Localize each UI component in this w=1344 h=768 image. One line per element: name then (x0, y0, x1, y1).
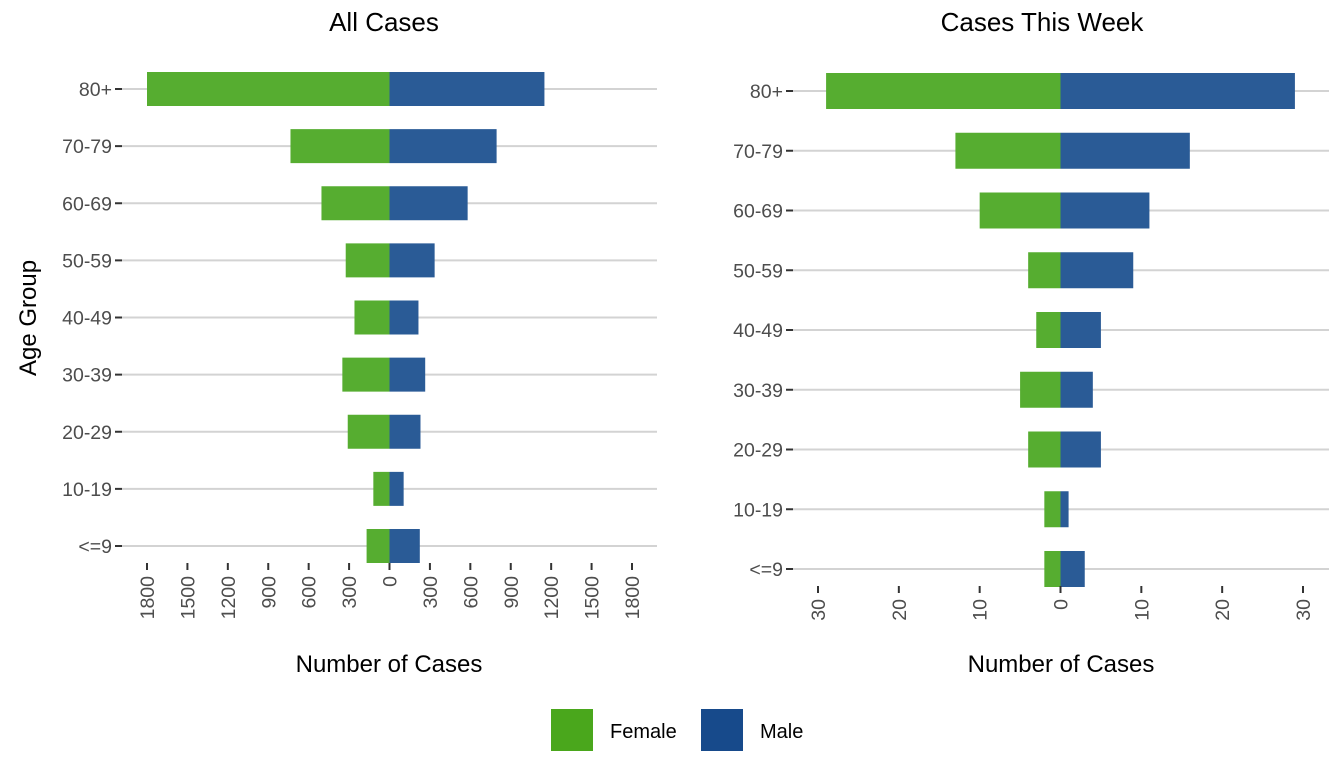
cases-this-week-y-axis: <=9 10-19 20-29 30-39 40-49 50-59 60-69 70-79 80… (733, 81, 793, 581)
y-tick-label: 70-79 (733, 141, 783, 163)
bar-male (389, 72, 545, 106)
x-tick-label: 30 (808, 599, 830, 621)
bar-male (1060, 551, 1085, 587)
y-tick-label: 40-49 (62, 308, 112, 330)
x-tick-label: 20 (889, 599, 911, 621)
legend-label-female: Female (610, 721, 677, 743)
bar-male (1060, 132, 1190, 169)
cases-this-week-panel: Cases This Week <=9 10-19 20-29 30-39 40-49 5… (733, 7, 1329, 678)
bar-female (354, 300, 390, 335)
x-tick-label: 900 (501, 576, 523, 609)
legend: Female Male (551, 709, 803, 751)
bar-male (1060, 252, 1134, 289)
bar-female (1044, 491, 1061, 528)
bar-female (1020, 371, 1061, 408)
x-tick-label: 300 (420, 576, 442, 609)
all-cases-title: All Cases (329, 7, 439, 37)
y-tick-label: 30-39 (62, 365, 112, 387)
x-tick-label: 30 (1293, 599, 1315, 621)
bar-male (1060, 312, 1101, 348)
x-tick-label: 1500 (582, 576, 604, 620)
bar-male (389, 243, 435, 278)
y-tick-label: <=9 (749, 559, 783, 581)
bar-male (1060, 192, 1150, 229)
cases-this-week-x-axis-title: Number of Cases (968, 651, 1155, 678)
x-tick-label: 900 (258, 576, 280, 609)
bar-female (1044, 551, 1061, 587)
bar-male (389, 414, 421, 449)
bar-male (389, 129, 497, 164)
x-tick-label: 1200 (541, 576, 563, 620)
bar-female (345, 243, 390, 278)
bar-female (147, 72, 390, 106)
bar-male (389, 471, 404, 506)
y-tick-label: 50-59 (733, 260, 783, 282)
y-tick-label: 70-79 (62, 136, 112, 158)
bar-female (366, 529, 390, 563)
all-cases-y-axis: <=9 10-19 20-29 30-39 40-49 50-59 60-69 70-79 80… (62, 79, 122, 558)
y-tick-label: 10-19 (733, 499, 783, 521)
y-tick-label: 80+ (750, 81, 783, 103)
bar-female (347, 414, 390, 449)
x-tick-label: 1500 (177, 576, 199, 620)
legend-key-male (701, 709, 743, 751)
y-tick-label: 60-69 (733, 201, 783, 223)
bar-male (389, 529, 420, 563)
all-cases-panel: All Cases <=9 10-19 20-29 30-39 40-49 50-59 60… (15, 7, 657, 678)
bar-male (1060, 431, 1101, 468)
bar-female (1028, 252, 1061, 289)
y-tick-label: 10-19 (62, 479, 112, 501)
y-tick-label: <=9 (78, 536, 112, 558)
y-tick-label: 50-59 (62, 250, 112, 272)
bar-female (342, 357, 390, 392)
bar-female (955, 132, 1061, 169)
x-tick-label: 1200 (218, 576, 240, 620)
cases-this-week-title: Cases This Week (941, 7, 1145, 37)
x-tick-label: 10 (1131, 599, 1153, 621)
bar-male (389, 300, 419, 335)
x-tick-label: 20 (1212, 599, 1234, 621)
all-cases-x-axis-title: Number of Cases (296, 651, 483, 678)
bar-female (321, 186, 390, 221)
bar-male (1060, 73, 1295, 109)
bar-female (290, 129, 390, 164)
bar-female (979, 192, 1061, 229)
y-tick-label: 30-39 (733, 380, 783, 402)
x-tick-label: 600 (299, 576, 321, 609)
y-axis-title: Age Group (15, 260, 42, 376)
bar-female (826, 73, 1061, 109)
bar-female (1036, 312, 1061, 348)
bar-female (1028, 431, 1061, 468)
cases-this-week-x-axis: 30 20 10 0 10 20 30 (808, 586, 1315, 621)
x-tick-label: 1800 (622, 576, 644, 620)
legend-label-male: Male (760, 721, 803, 743)
x-tick-label: 0 (380, 576, 402, 587)
x-tick-label: 600 (460, 576, 482, 609)
x-tick-label: 1800 (137, 576, 159, 620)
cases-this-week-bars (826, 73, 1295, 587)
x-tick-label: 0 (1051, 599, 1073, 610)
y-tick-label: 20-29 (733, 440, 783, 462)
bar-male (389, 186, 468, 221)
y-tick-label: 60-69 (62, 193, 112, 215)
bar-male (1060, 371, 1093, 408)
x-tick-label: 10 (970, 599, 992, 621)
bar-female (373, 471, 390, 506)
all-cases-x-axis: 1800 1500 1200 900 600 300 0 300 600 900 1200 1500 1… (137, 563, 644, 619)
all-cases-bars (147, 72, 545, 563)
y-tick-label: 20-29 (62, 422, 112, 444)
y-tick-label: 40-49 (733, 320, 783, 342)
legend-key-female (551, 709, 593, 751)
bar-male (1060, 491, 1069, 528)
x-tick-label: 300 (339, 576, 361, 609)
bar-male (389, 357, 426, 392)
y-tick-label: 80+ (79, 79, 112, 101)
